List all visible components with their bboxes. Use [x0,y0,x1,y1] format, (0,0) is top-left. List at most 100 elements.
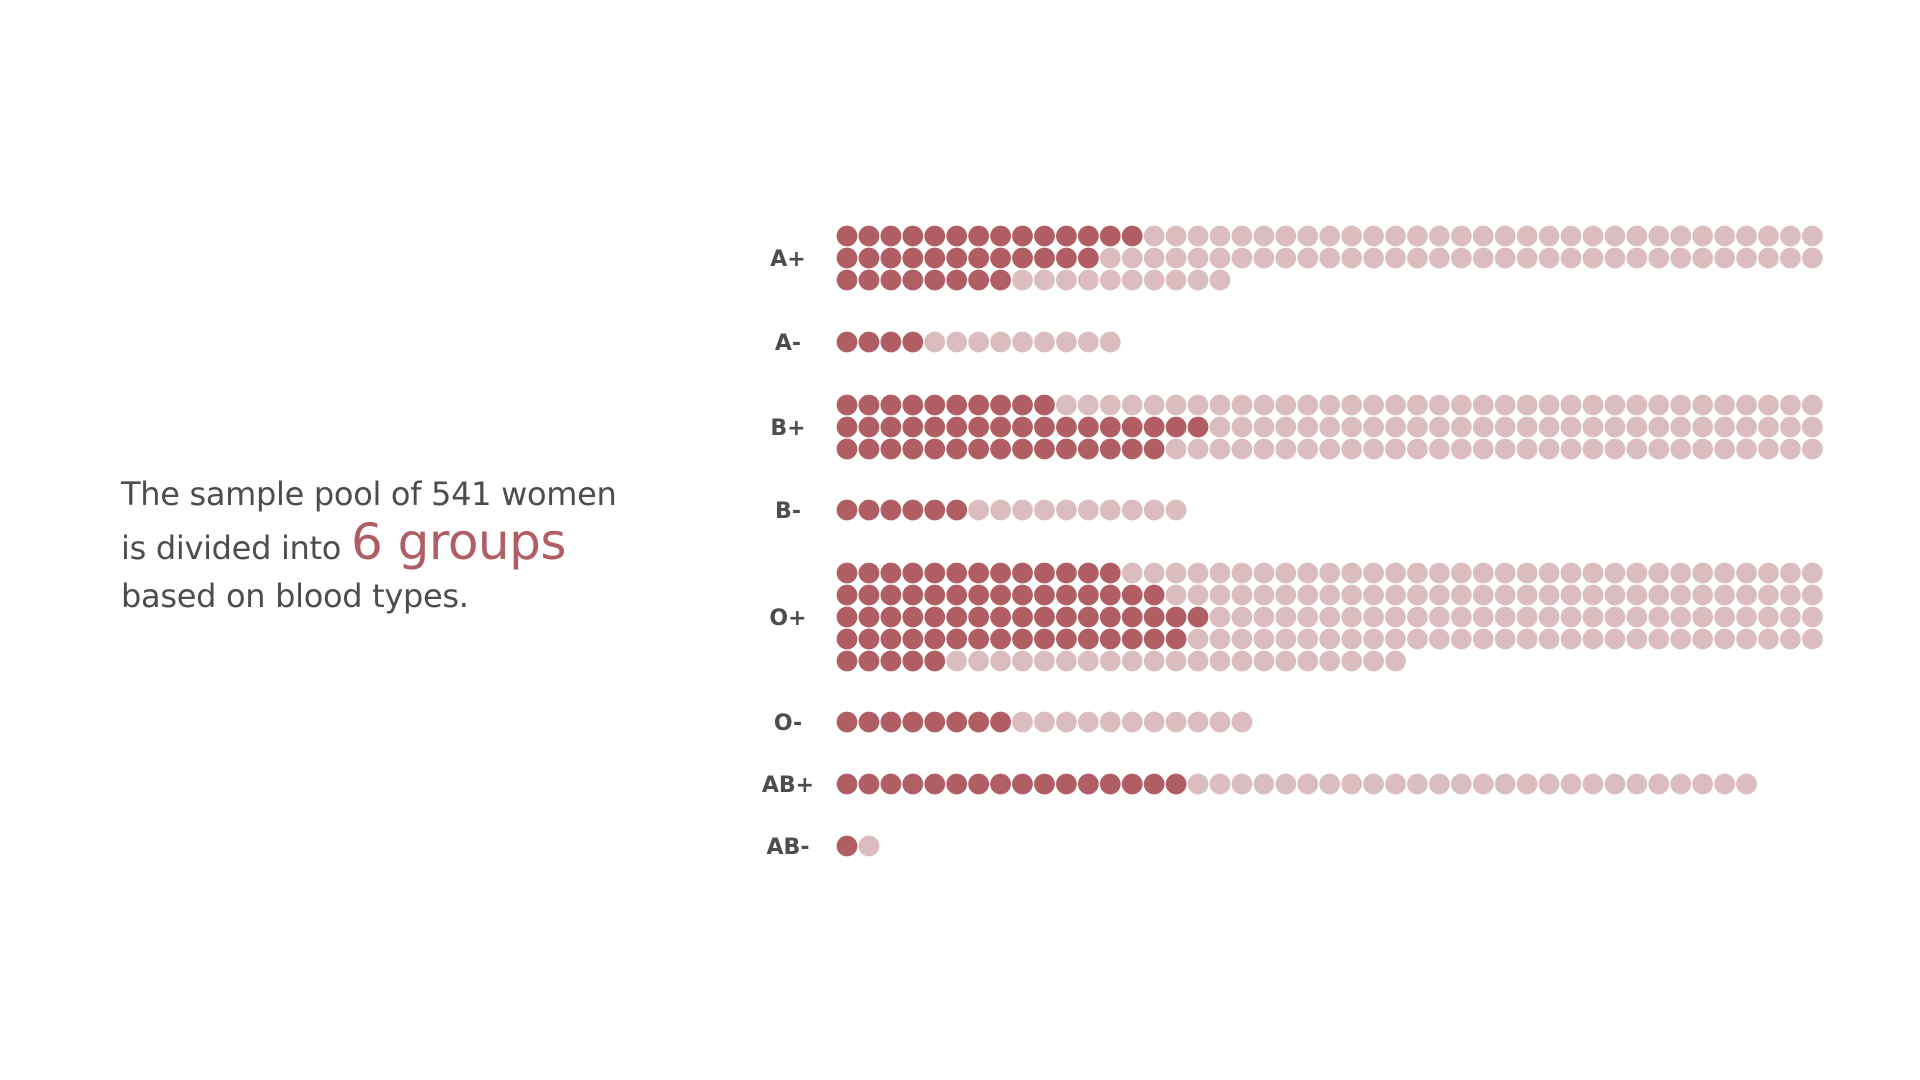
dot-empty [1121,269,1143,291]
dot-empty [1538,606,1560,628]
dot-empty [1209,773,1231,795]
dot-filled [968,628,990,650]
dot-empty [1538,438,1560,460]
dot-empty [1582,628,1604,650]
dot-filled [1165,606,1187,628]
dot-filled [858,650,880,672]
dot-empty [1275,606,1297,628]
dot-filled [1077,247,1099,269]
dot-empty [1428,247,1450,269]
dot-empty [1319,247,1341,269]
dot-filled [836,584,858,606]
dot-empty [1099,331,1121,353]
dot-filled [924,394,946,416]
dot-empty [1516,438,1538,460]
dot-empty [1450,628,1472,650]
dot-filled [1012,584,1033,606]
dot-empty [1736,606,1757,628]
dot-filled [902,650,924,672]
dot-empty [1428,562,1450,584]
dot-empty [1758,606,1779,628]
dot-empty [1056,269,1077,291]
dot-empty [1385,394,1406,416]
dot-empty [858,835,880,857]
dot-empty [1407,606,1428,628]
dot-empty [1538,773,1560,795]
dot-empty [1604,628,1626,650]
dot-filled [836,835,858,857]
dot-empty [1143,711,1165,733]
dot-empty [1714,562,1735,584]
group-b-negpos: B+ [770,394,1823,460]
dot-filled [1056,773,1077,795]
dot-empty [1231,247,1253,269]
dot-empty [1516,562,1538,584]
dot-empty [1209,584,1231,606]
dot-empty [1604,438,1626,460]
dot-empty [1187,773,1209,795]
dot-empty [1253,606,1275,628]
dot-filled [836,606,858,628]
dot-empty [1077,650,1099,672]
dot-filled [1121,584,1143,606]
dot-empty [1319,416,1341,438]
dot-empty [1714,225,1735,247]
dot-empty [1341,628,1363,650]
dot-filled [1034,394,1055,416]
dot-filled [924,269,946,291]
dot-empty [1494,225,1516,247]
dot-filled [946,773,968,795]
dot-empty [1626,606,1648,628]
dot-empty [1670,562,1692,584]
dot-empty [1801,628,1823,650]
dot-empty [1407,225,1428,247]
dot-empty [1099,394,1121,416]
dot-empty [1187,584,1209,606]
dot-filled [858,394,880,416]
dot-empty [1297,247,1319,269]
dot-empty [1034,331,1055,353]
dot-empty [1450,606,1472,628]
dot-empty [1275,628,1297,650]
dot-filled [924,225,946,247]
dot-empty [1363,438,1384,460]
dot-filled [990,269,1011,291]
dot-filled [946,562,968,584]
dot-filled [946,606,968,628]
dot-empty [1736,247,1757,269]
dot-empty [1780,584,1801,606]
intro-line-3: based on blood types. [121,577,469,615]
dot-empty [1714,606,1735,628]
dot-filled [836,416,858,438]
dot-filled [1121,773,1143,795]
dot-empty [1407,773,1428,795]
dot-empty [1428,416,1450,438]
dot-filled [902,499,924,521]
dot-filled [1077,773,1099,795]
dot-empty [1319,225,1341,247]
dot-filled [858,331,880,353]
dot-filled [990,438,1011,460]
dot-filled [1012,773,1033,795]
dot-empty [1253,773,1275,795]
dot-filled [968,773,990,795]
category-label: O+ [769,606,806,631]
dot-filled [1077,606,1099,628]
dot-empty [1494,394,1516,416]
dot-empty [1363,394,1384,416]
dot-empty [1648,225,1670,247]
dot-empty [1736,773,1757,795]
dot-empty [1516,606,1538,628]
dot-filled [902,711,924,733]
dot-empty [1801,416,1823,438]
dot-empty [1385,606,1406,628]
dot-empty [1319,394,1341,416]
dot-empty [1428,773,1450,795]
dot-empty [1341,247,1363,269]
dot-filled [924,499,946,521]
dot-empty [1428,606,1450,628]
dot-empty [1077,394,1099,416]
group-o-neg: O- [774,711,1253,736]
dot-empty [1012,269,1033,291]
dot-filled [1143,416,1165,438]
